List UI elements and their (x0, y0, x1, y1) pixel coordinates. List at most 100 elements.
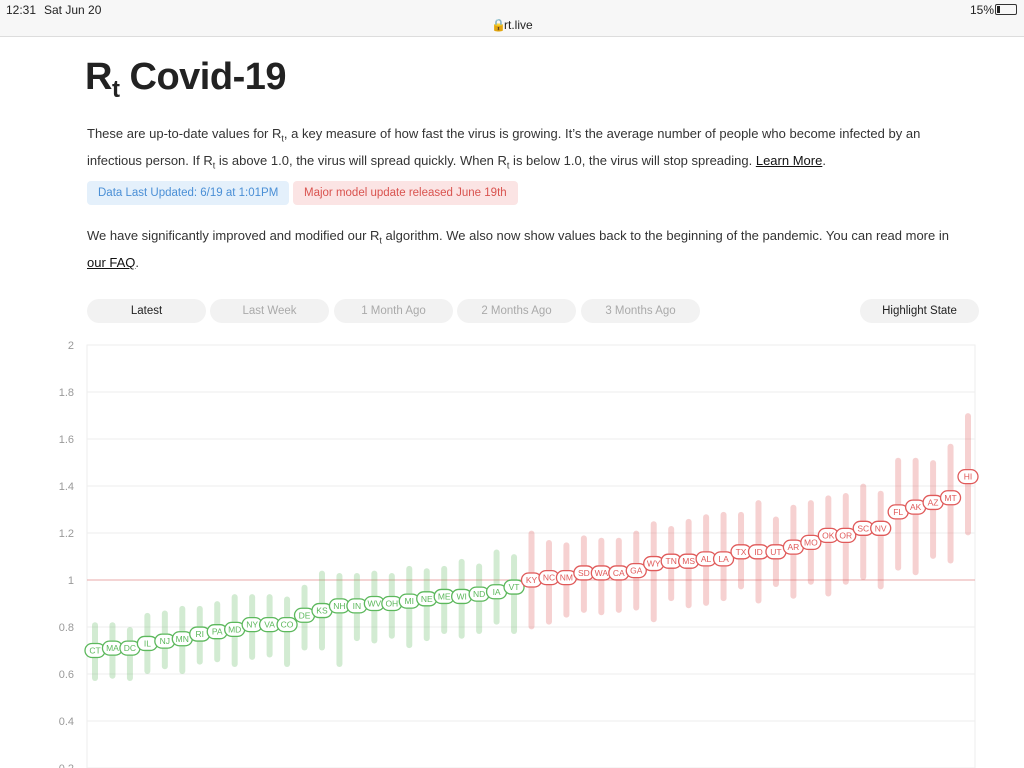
state-label: CA (613, 568, 625, 578)
tab[interactable]: 1 Month Ago (334, 299, 453, 323)
interval-band (650, 521, 657, 623)
state-label: AL (701, 554, 712, 564)
state-label: MO (804, 537, 818, 547)
y-tick-label: 0.8 (59, 622, 74, 634)
state-label: MS (682, 556, 695, 566)
state-label: ND (473, 589, 485, 599)
state-label: IL (144, 638, 151, 648)
time: 12:31 (6, 3, 37, 17)
state-label: VA (264, 620, 275, 630)
y-tick-label: 0.2 (59, 763, 74, 768)
title-rest: Covid-19 (129, 56, 287, 98)
url[interactable]: rt.live (504, 18, 533, 32)
tab[interactable]: Last Week (210, 299, 329, 323)
update-note: We have significantly improved and modif… (87, 225, 967, 275)
state-label: KS (316, 606, 328, 616)
tab[interactable]: 2 Months Ago (457, 299, 576, 323)
state-label: NE (421, 594, 433, 604)
y-tick-label: 1.2 (59, 528, 74, 540)
state-label: WV (368, 599, 382, 609)
interval-band (912, 457, 919, 576)
state-label: WY (647, 559, 661, 569)
state-label: NH (333, 601, 345, 611)
model-badge: Major model update released June 19th (293, 181, 518, 205)
y-tick-label: 1.6 (59, 434, 74, 446)
updated-badge: Data Last Updated: 6/19 at 1:01PM (87, 181, 290, 205)
sub: t (506, 160, 510, 171)
sub: t (212, 160, 216, 171)
text: , a key measure of how fast the virus is… (87, 126, 921, 169)
state-label: WA (595, 568, 609, 578)
state-marker (712, 551, 735, 567)
intro: These are up-to-date values for Rt, a ke… (87, 123, 967, 177)
y-tick-label: 0.6 (59, 669, 74, 681)
highlight-button[interactable]: Highlight State (860, 299, 979, 323)
learn-more-link[interactable]: Learn More (755, 153, 823, 169)
state-label: DC (124, 643, 136, 653)
tab[interactable]: 3 Months Ago (581, 299, 700, 323)
state-label: MD (228, 624, 241, 634)
state-label: NM (560, 573, 573, 583)
state-label: NV (875, 523, 887, 533)
state-marker (939, 490, 962, 506)
state-label: NC (543, 573, 555, 583)
state-label: MT (944, 493, 956, 503)
state-label: MN (176, 634, 189, 644)
state-label: CO (281, 620, 294, 630)
state-label: KY (526, 575, 538, 585)
text: is below 1.0, the virus will stop spread… (509, 153, 756, 169)
state-label: DE (299, 610, 311, 620)
state-label: TX (736, 547, 747, 557)
state-label: ME (438, 591, 451, 601)
state-label: FL (893, 507, 903, 517)
battery-text: 15% (970, 3, 995, 17)
state-marker (503, 579, 525, 595)
state-marker (276, 616, 298, 633)
text: . (135, 255, 140, 271)
text: algorithm. We also now show values back … (381, 228, 949, 243)
state-marker (800, 534, 822, 551)
state-label: VT (509, 582, 520, 592)
state-label: NJ (160, 636, 170, 646)
state-marker (625, 562, 647, 579)
state-label: SC (857, 523, 869, 533)
state-label: RI (196, 629, 205, 639)
state-label: MI (405, 596, 414, 606)
text: We have significantly improved and modif… (87, 228, 380, 243)
tab[interactable]: Latest (87, 299, 206, 323)
state-label: OH (385, 599, 398, 609)
date: Sat Jun 20 (44, 3, 102, 17)
y-tick-label: 0.4 (59, 716, 74, 728)
chart: 0.2 0.4 0.6 0.8 1 1.2 1.4 1.6 1.8 2 CT MA DC IL NJ MN RI… (59, 340, 979, 768)
faq-link[interactable]: our FAQ (87, 255, 136, 271)
y-tick-label: 1.8 (59, 387, 74, 399)
y-tick-label: 1.4 (59, 481, 74, 493)
y-tick-label: 1 (68, 575, 74, 587)
text: is above 1.0, the virus will spread quic… (215, 153, 507, 169)
state-label: HI (964, 472, 973, 482)
state-label: MA (106, 643, 119, 653)
state-marker (835, 527, 857, 544)
state-label: AR (787, 542, 799, 552)
sub: t (281, 133, 284, 144)
state-label: CT (89, 646, 100, 656)
state-label: AK (910, 502, 922, 512)
title-r: R (85, 56, 112, 98)
battery-icon (995, 4, 1017, 15)
sub: t (379, 235, 382, 246)
lock-icon: 🔒 (491, 18, 506, 32)
state-label: SD (578, 568, 590, 578)
text: . (822, 153, 826, 169)
interval-band (877, 490, 884, 590)
interval-band (336, 572, 343, 667)
state-label: AZ (928, 497, 939, 507)
y-tick-label: 2 (68, 340, 74, 352)
state-label: GA (630, 566, 643, 576)
title-sub: t (111, 76, 120, 103)
state-label: UT (770, 547, 781, 557)
page-title: Rt Covid-19 (85, 56, 287, 104)
state-label: IN (353, 601, 362, 611)
state-label: ID (754, 547, 763, 557)
state-label: PA (212, 627, 223, 637)
